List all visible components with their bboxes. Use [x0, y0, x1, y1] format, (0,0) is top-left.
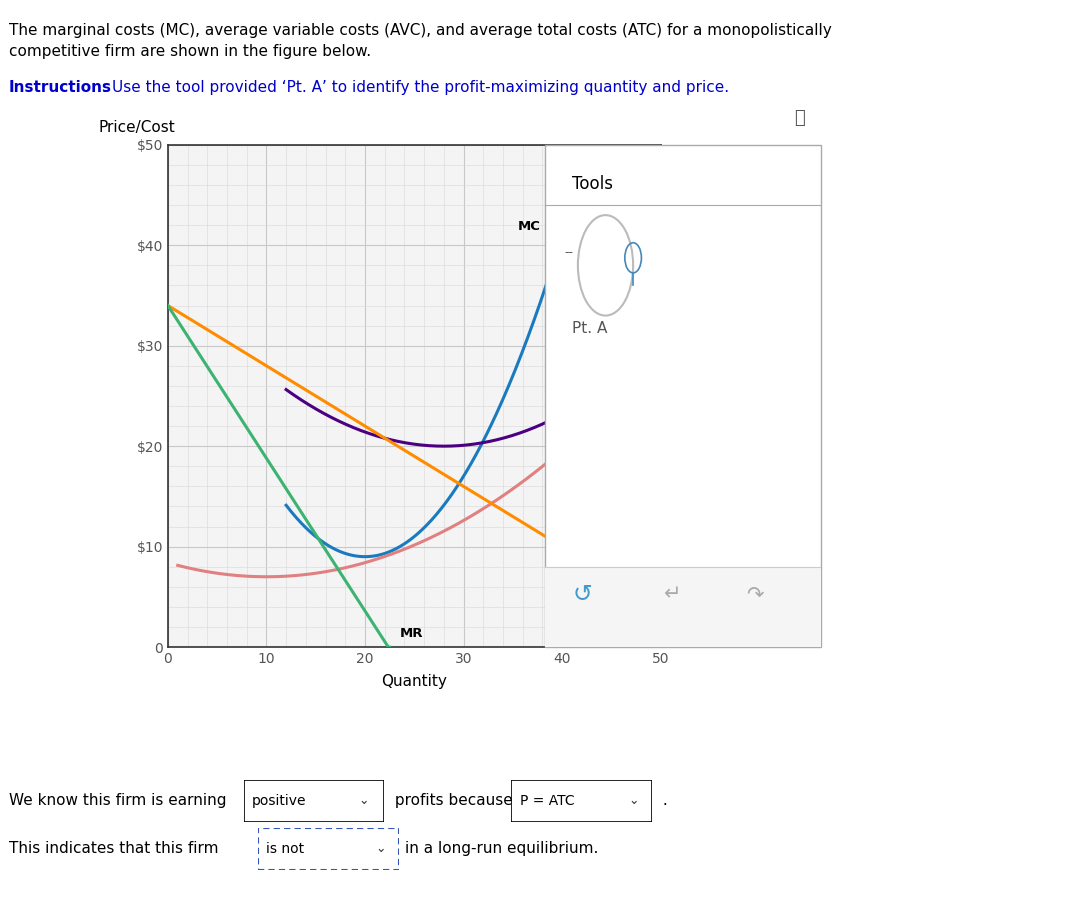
- Text: ⌄: ⌄: [358, 795, 368, 807]
- Text: competitive firm are shown in the figure below.: competitive firm are shown in the figure…: [9, 44, 370, 60]
- FancyBboxPatch shape: [511, 780, 652, 822]
- Text: P = ATC: P = ATC: [520, 794, 574, 808]
- FancyBboxPatch shape: [244, 780, 384, 822]
- Text: ATC: ATC: [636, 306, 664, 319]
- Text: ⓘ: ⓘ: [794, 109, 805, 127]
- Text: This indicates that this firm: This indicates that this firm: [9, 842, 218, 856]
- Text: MR: MR: [400, 627, 423, 640]
- Text: ⌄: ⌄: [628, 795, 639, 807]
- Text: We know this firm is earning: We know this firm is earning: [9, 794, 231, 808]
- Text: .: .: [658, 794, 668, 808]
- Text: in a long-run equilibrium.: in a long-run equilibrium.: [405, 842, 599, 856]
- Text: MC: MC: [518, 220, 540, 233]
- Text: positive: positive: [252, 794, 306, 808]
- Text: Tools: Tools: [572, 175, 613, 193]
- Text: is not: is not: [266, 842, 304, 856]
- Text: Instructions: Instructions: [9, 80, 112, 95]
- Text: ↵: ↵: [664, 585, 681, 605]
- FancyBboxPatch shape: [545, 567, 821, 647]
- FancyBboxPatch shape: [258, 828, 399, 870]
- Text: Pt. A: Pt. A: [572, 320, 608, 336]
- Text: --: --: [564, 246, 573, 260]
- Text: Price/Cost: Price/Cost: [99, 119, 175, 135]
- FancyBboxPatch shape: [545, 145, 821, 647]
- X-axis label: Quantity: Quantity: [381, 674, 447, 690]
- Text: D: D: [567, 537, 578, 549]
- Text: profits because: profits because: [390, 794, 518, 808]
- Text: ⌄: ⌄: [375, 843, 386, 855]
- Text: ↺: ↺: [572, 582, 592, 606]
- Text: AVC: AVC: [636, 356, 665, 369]
- Text: ↷: ↷: [746, 585, 764, 605]
- Text: The marginal costs (MC), average variable costs (AVC), and average total costs (: The marginal costs (MC), average variabl…: [9, 23, 832, 38]
- Text: : Use the tool provided ‘Pt. A’ to identify the profit-maximizing quantity and p: : Use the tool provided ‘Pt. A’ to ident…: [102, 80, 729, 95]
